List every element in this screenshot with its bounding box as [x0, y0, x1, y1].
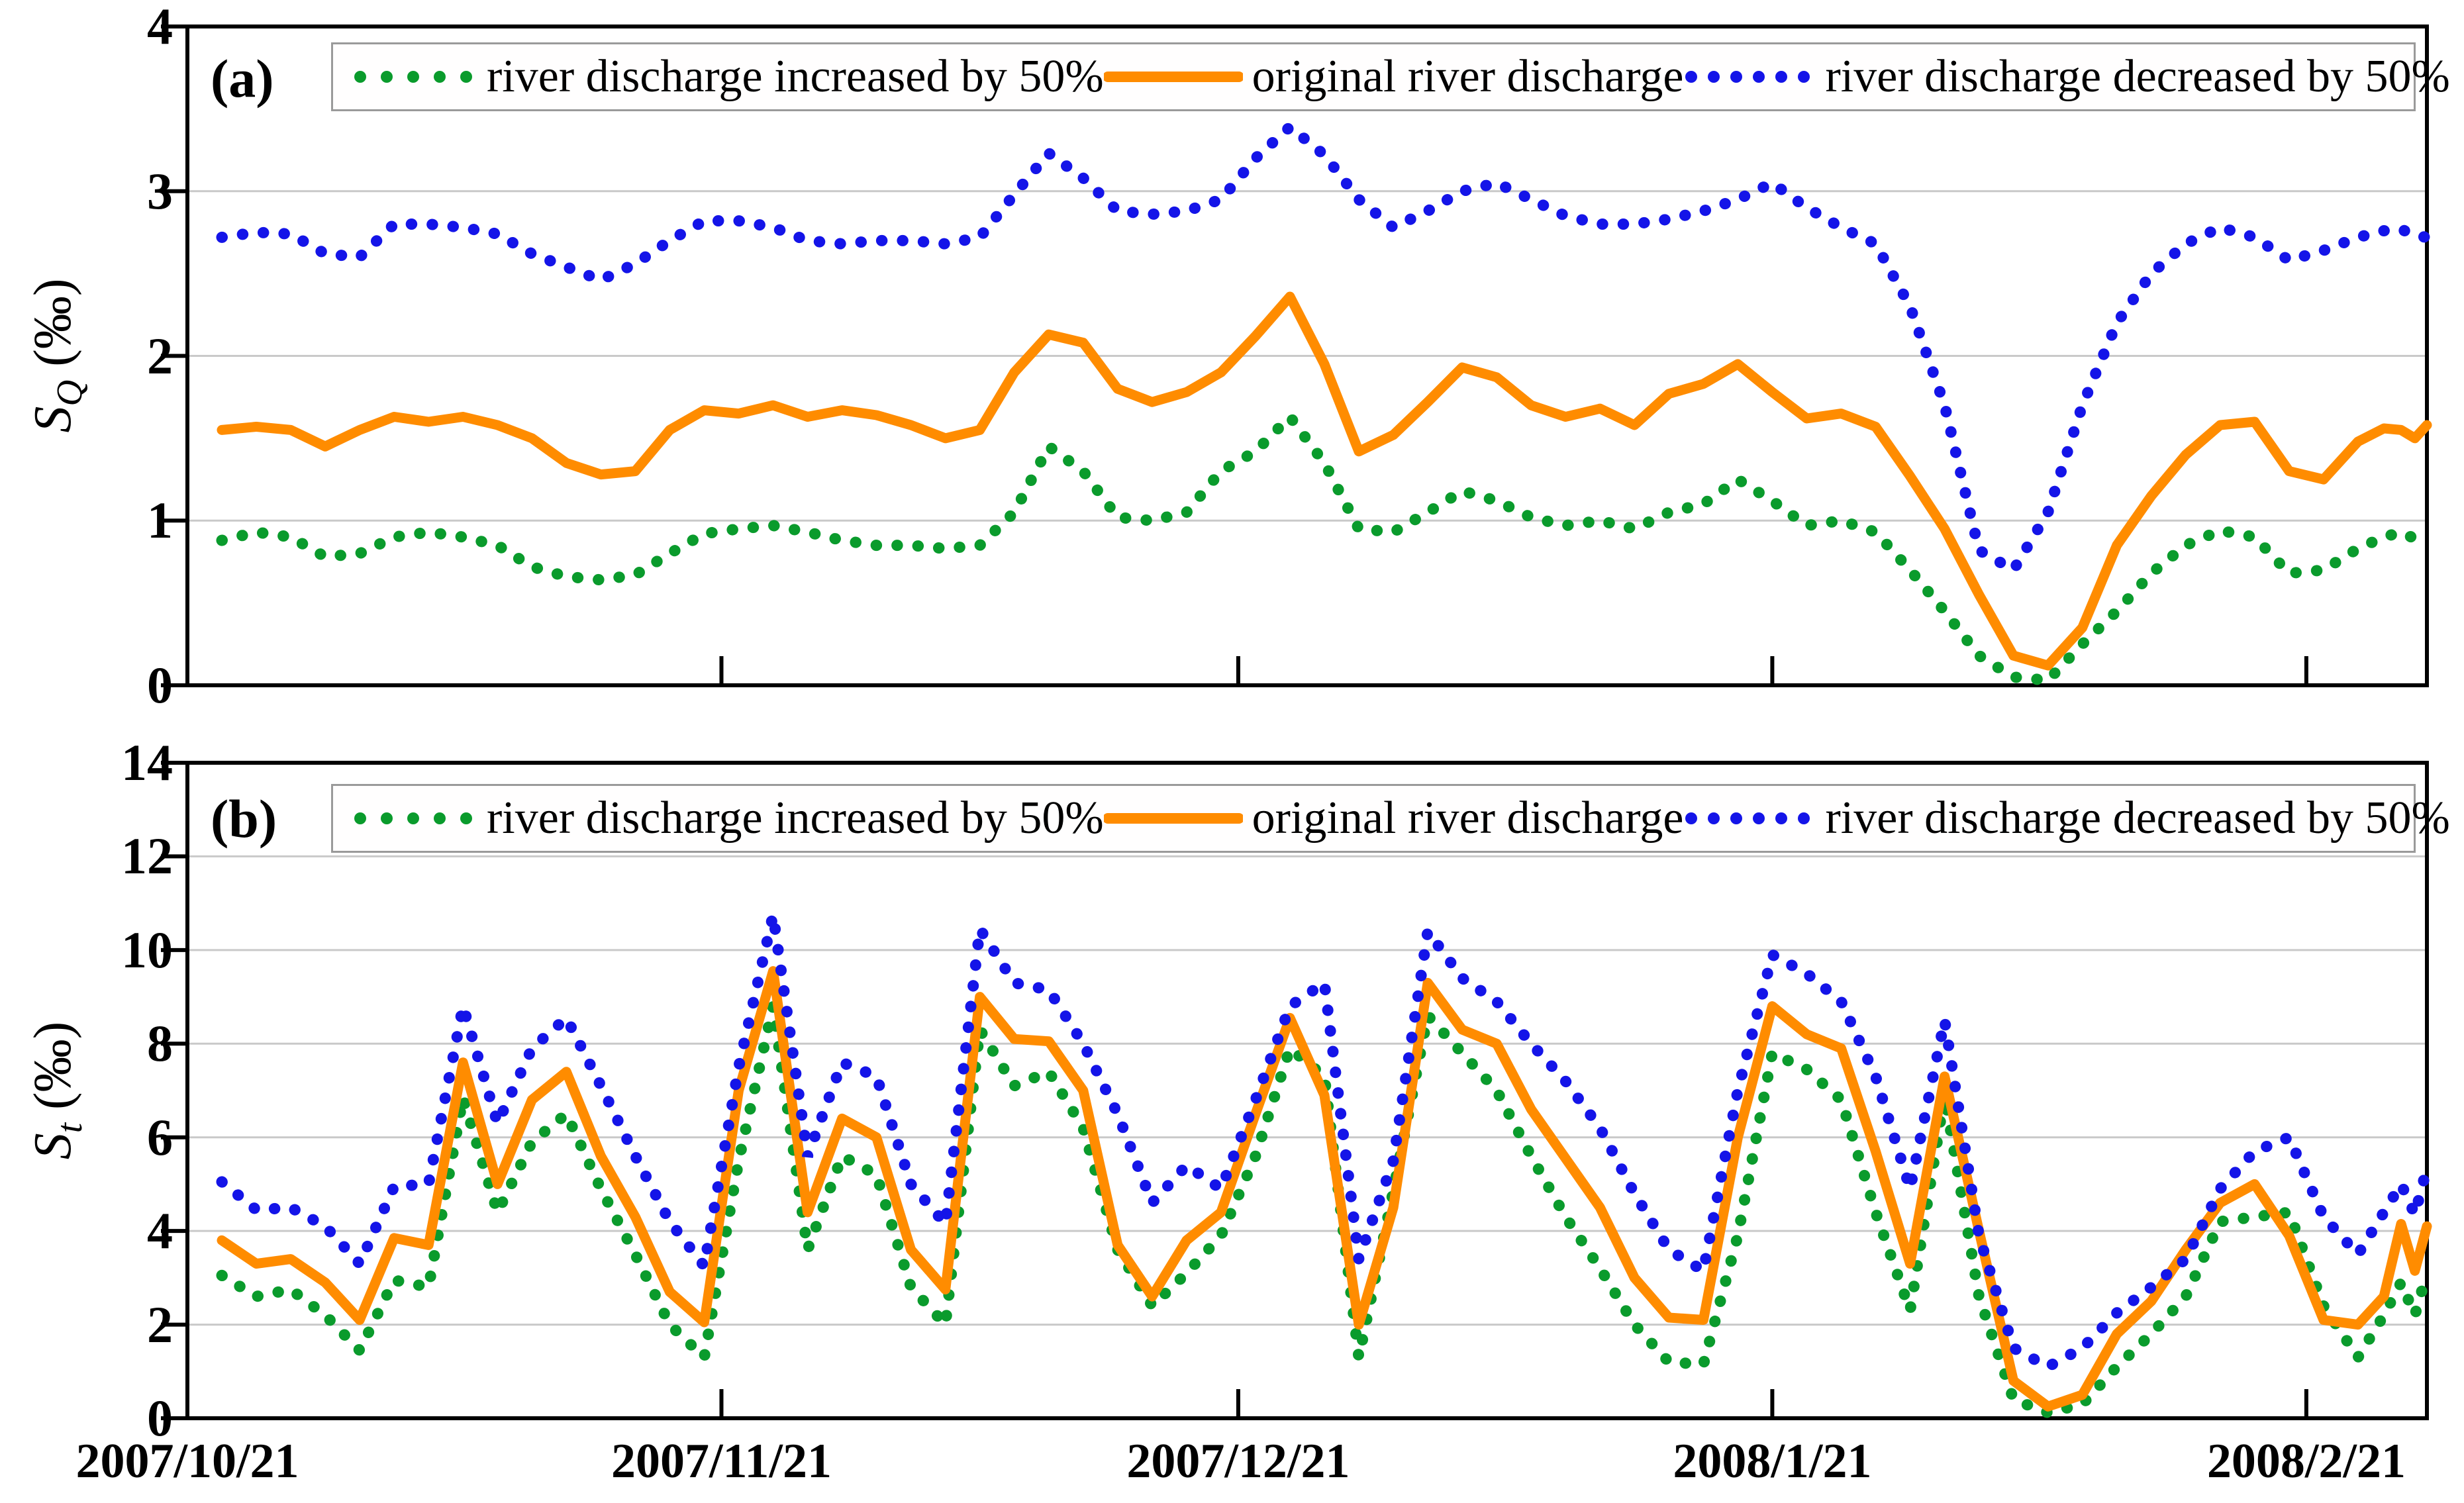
y-title-b-symbol: S — [24, 1133, 82, 1160]
legend-label-decreased: river discharge decreased by 50% — [1825, 793, 2450, 844]
green-dotted-line-icon — [352, 68, 477, 85]
y-title-a-unit: (‰) — [24, 278, 82, 380]
series-b-0-dotted — [216, 1003, 2433, 1419]
legend-item-increased: river discharge increased by 50% — [352, 795, 1104, 842]
y-title-a-subscript: Q — [49, 379, 89, 407]
series-b-2-dotted — [216, 912, 2433, 1373]
y-title-b-subscript: t — [49, 1123, 89, 1134]
legend-label-original: original river discharge — [1252, 51, 1684, 102]
legend-label-increased: river discharge increased by 50% — [487, 51, 1104, 102]
x-tick-label: 2007/11/21 — [611, 1434, 832, 1488]
legend-item-decreased: river discharge decreased by 50% — [1683, 51, 2450, 102]
x-tick-label: 2008/1/21 — [1673, 1434, 1872, 1488]
plot-frame — [185, 761, 2429, 1420]
series-a-0-dotted — [216, 408, 2433, 687]
legend-item-increased: river discharge increased by 50% — [352, 54, 1104, 100]
x-tick-label: 2007/10/21 — [75, 1434, 299, 1488]
x-tick-label: 2007/12/21 — [1126, 1434, 1350, 1488]
y-tick-label-b: 0 — [147, 1389, 173, 1447]
y-tick-label-a: 3 — [147, 162, 173, 220]
y-axis-title-a: SQ (‰) — [23, 197, 89, 514]
y-tick-label-b: 6 — [147, 1108, 173, 1166]
blue-dotted-line-icon — [1683, 68, 1816, 85]
legend-item-original: original river discharge — [1103, 793, 1684, 844]
y-tick-label-b: 2 — [147, 1295, 173, 1353]
blue-dotted-line-icon — [1683, 810, 1816, 827]
panel-a-label: (a) — [211, 48, 274, 109]
y-tick-label-a: 2 — [147, 326, 173, 385]
series-a-1-solid — [217, 291, 2432, 671]
legend-label-original: original river discharge — [1252, 793, 1684, 844]
legend-panel-b: river discharge increased by 50% origina… — [331, 784, 2450, 853]
legend-panel-a: river discharge increased by 50% origina… — [331, 42, 2450, 111]
orange-solid-line-icon — [1103, 68, 1243, 85]
y-tick-label-b: 8 — [147, 1014, 173, 1073]
legend-label-increased: river discharge increased by 50% — [487, 793, 1104, 844]
legend-item-decreased: river discharge decreased by 50% — [1683, 793, 2450, 844]
y-axis-title-b: St (‰) — [23, 932, 89, 1249]
y-title-b-unit: (‰) — [24, 1021, 82, 1123]
y-tick-label-a: 4 — [147, 0, 173, 55]
panel-a-plot — [161, 24, 2433, 687]
y-tick-label-b: 12 — [121, 827, 173, 885]
orange-solid-line-icon — [1103, 810, 1243, 827]
legend-label-decreased: river discharge decreased by 50% — [1825, 51, 2450, 102]
y-title-a-symbol: S — [24, 406, 82, 433]
y-tick-label-a: 0 — [147, 656, 173, 714]
x-tick-label: 2008/2/21 — [2206, 1434, 2406, 1488]
panel-b-label: (b) — [211, 789, 277, 849]
series-a-2-dotted — [216, 119, 2433, 578]
y-tick-label-a: 1 — [147, 491, 173, 550]
panel-b-plot — [161, 761, 2433, 1420]
series-b-1-solid — [217, 966, 2432, 1412]
y-tick-label-b: 10 — [121, 920, 173, 979]
green-dotted-line-icon — [352, 810, 477, 827]
legend-item-original: original river discharge — [1103, 51, 1684, 102]
y-tick-label-b: 14 — [121, 734, 173, 791]
y-tick-label-b: 4 — [147, 1202, 173, 1260]
